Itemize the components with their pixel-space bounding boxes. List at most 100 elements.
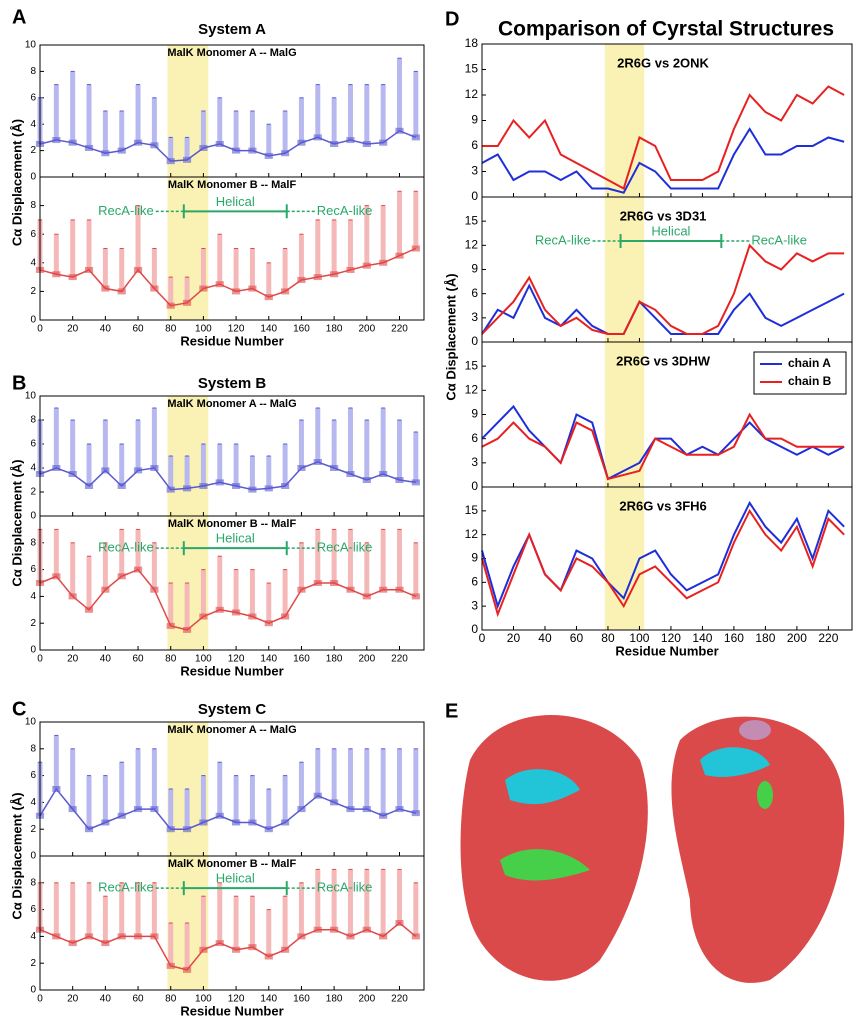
helix-violet [739,720,771,740]
y-tick-label: 4 [30,257,36,268]
y-tick-label: 10 [25,717,37,728]
x-tick-label: 140 [260,654,277,665]
median-line [39,568,417,631]
highlight-band [604,44,645,197]
x-tick-label: 0 [479,631,486,645]
helix-cyan [505,769,580,805]
legend-label: chain B [788,374,832,388]
y-tick-label: 3 [471,164,478,178]
panel-label: B [12,372,26,394]
chart-title: System A [198,21,266,38]
median-line [39,247,417,307]
x-tick-label: 140 [260,324,277,335]
y-tick-label: 12 [465,527,479,541]
legend-label: chain A [788,356,831,370]
x-tick-label: 180 [326,994,343,1005]
y-tick-label: 0 [30,172,36,183]
y-tick-label: 6 [471,431,478,445]
x-axis-label: Residue Number [615,643,718,658]
y-tick-label: 3 [471,598,478,612]
y-tick-label: 8 [30,537,36,548]
x-tick-label: 140 [260,994,277,1005]
x-tick-label: 220 [391,324,408,335]
annotation: Helical [651,223,690,238]
y-tick-label: 3 [471,310,478,324]
x-tick-label: 0 [37,654,43,665]
chart-title: System B [198,375,267,392]
y-tick-label: 10 [25,40,37,51]
y-tick-label: 15 [465,503,479,517]
y-tick-label: 6 [30,564,36,575]
annotation: RecA-like [317,880,373,895]
y-tick-label: 4 [30,463,36,474]
y-tick-label: 4 [30,119,36,130]
x-axis-label: Residue Number [180,663,283,678]
helix-cyan [700,747,770,777]
x-tick-label: 220 [818,631,838,645]
y-tick-label: 15 [465,358,479,372]
subplot-frame [481,486,853,631]
y-tick-label: 2 [30,618,36,629]
x-tick-label: 180 [326,324,343,335]
y-tick-label: 0 [30,985,36,996]
series-line [481,404,845,481]
highlight-band [604,197,645,342]
annotation: RecA-like [535,232,591,247]
y-tick-label: 3 [471,455,478,469]
y-tick-label: 2 [30,824,36,835]
protein-ribbon [671,716,845,983]
annotation: RecA-like [98,540,154,555]
subplot-label: MalK Monomer B -- MalF [168,518,297,530]
y-tick-label: 18 [465,36,479,50]
y-tick-label: 6 [471,575,478,589]
x-tick-label: 40 [100,994,112,1005]
y-tick-label: 0 [30,315,36,326]
series-line [481,412,845,481]
y-tick-label: 12 [465,238,479,252]
helix-green [757,781,773,809]
y-tick-label: 15 [465,213,479,227]
subplot-label: MalK Monomer B -- MalF [168,858,297,870]
subplot-label: 2R6G vs 3D31 [620,208,707,223]
x-tick-label: 200 [358,324,375,335]
chart-title: Comparison of Cyrstal Structures [498,18,834,41]
annotation: RecA-like [98,203,154,218]
y-tick-label: 4 [30,931,36,942]
x-tick-label: 120 [228,994,245,1005]
y-tick-label: 0 [30,511,36,522]
y-tick-label: 8 [30,200,36,211]
y-tick-label: 10 [25,391,37,402]
y-tick-label: 4 [30,591,36,602]
y-tick-label: 8 [30,877,36,888]
subplot-label: 2R6G vs 3FH6 [619,498,706,513]
series-line [481,508,845,618]
y-tick-label: 0 [471,622,478,636]
annotation: Helical [216,194,255,209]
x-tick-label: 80 [601,631,615,645]
y-tick-label: 2 [30,958,36,969]
x-tick-label: 40 [100,654,112,665]
x-tick-label: 60 [570,631,584,645]
x-tick-label: 220 [391,994,408,1005]
x-tick-label: 20 [507,631,521,645]
x-tick-label: 200 [358,654,375,665]
series-line [481,283,845,335]
x-tick-label: 140 [692,631,712,645]
subplot-label: 2R6G vs 2ONK [617,55,709,70]
x-tick-label: 40 [538,631,552,645]
x-tick-label: 100 [195,994,212,1005]
x-tick-label: 0 [37,324,43,335]
protein-ribbon [460,715,648,981]
y-tick-label: 6 [30,92,36,103]
subplot-label: 2R6G vs 3DHW [616,353,711,368]
y-tick-label: 9 [471,262,478,276]
panel-label: A [12,6,26,28]
x-tick-label: 60 [132,654,144,665]
x-tick-label: 100 [195,324,212,335]
x-tick-label: 220 [391,654,408,665]
y-axis-label: Cα Displacement (Å) [9,792,24,919]
median-line [39,787,417,831]
y-tick-label: 6 [30,229,36,240]
x-tick-label: 80 [165,324,177,335]
median-box [411,810,420,817]
